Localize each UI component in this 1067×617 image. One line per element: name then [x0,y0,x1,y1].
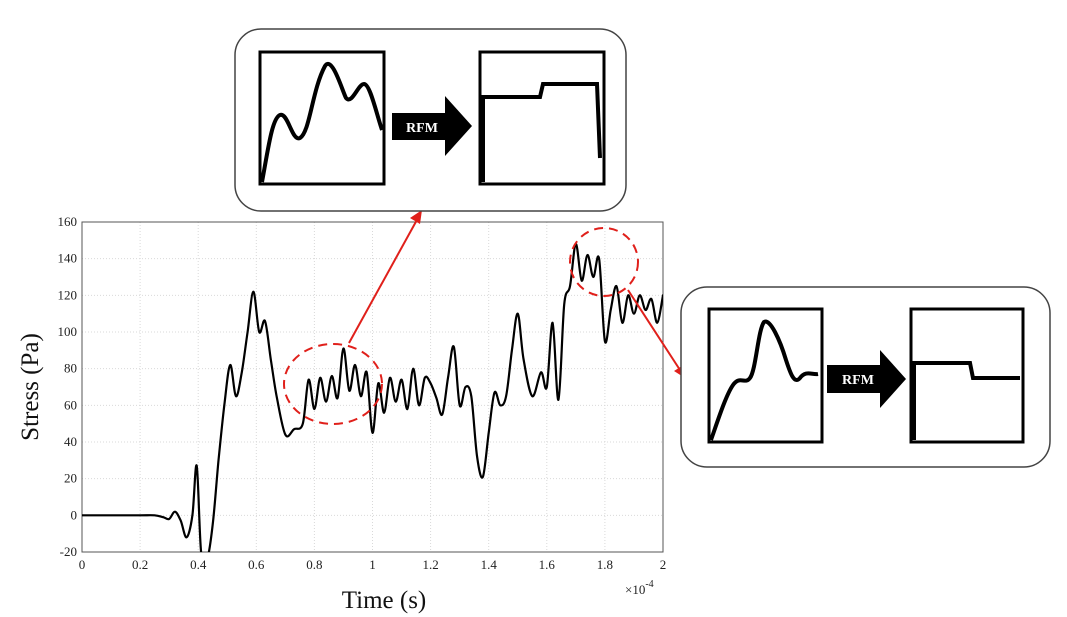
x-tick-labels: 0 0.2 0.4 0.6 0.8 1 1.2 1.4 1.6 1.8 2 [79,557,667,572]
inset-curve-original [260,61,384,183]
x-tick-label: 0.8 [306,557,322,572]
inset-panel-right: RFM [680,286,1051,468]
y-tick-label: 160 [58,214,78,229]
x-axis-title: Time (s) [342,587,427,614]
y-tick-label: 20 [64,471,77,486]
y-tick-label: 0 [71,507,78,522]
rfm-arrow-right [827,350,906,408]
inset-curve-original [709,319,819,441]
arrow-left-head [410,210,422,224]
x-tick-label: 0 [79,557,86,572]
inset-curve-rfm [912,361,1020,440]
y-tick-label: 100 [58,324,78,339]
x-tick-label: 1 [369,557,376,572]
x-tick-label: 1.4 [481,557,498,572]
y-axis-title: Stress (Pa) [17,333,44,441]
plot-area [81,221,664,553]
stress-series-line [82,242,663,552]
x-tick-label: 0.6 [248,557,265,572]
y-tick-label: 120 [58,287,78,302]
rfm-arrow-top [392,96,472,156]
y-tick-label: 40 [64,434,77,449]
arrow-left-line [348,217,419,344]
x-axis-exponent-base: ×10 [625,582,645,597]
x-axis-exponent-power: -4 [645,579,653,590]
x-tick-label: 1.6 [539,557,556,572]
inset-box-after [909,307,1025,444]
rfm-label-right: RFM [842,373,874,388]
y-tick-label: 60 [64,397,77,412]
x-tick-label: 2 [660,557,667,572]
x-tick-label: 1.8 [597,557,613,572]
x-tick-label: 0.4 [190,557,207,572]
x-tick-label: 1.2 [422,557,438,572]
y-tick-label: 140 [58,251,78,266]
inset-curve-rfm [481,82,602,182]
inset-box-after [478,50,606,186]
inset-panel-top: RFM [234,28,627,212]
arrow-right-line [627,289,681,371]
y-tick-label: -20 [60,544,77,559]
x-tick-label: 0.2 [132,557,148,572]
y-tick-labels: -20 0 20 40 60 80 100 120 140 160 [58,214,78,559]
inset-box-before [258,50,386,186]
rfm-label-top: RFM [406,121,438,136]
plot-frame [81,221,664,553]
highlight-circle-left [283,343,383,425]
highlight-circle-right [569,227,639,297]
x-axis-exponent: ×10-4 [625,579,654,597]
data-series [82,242,663,552]
y-tick-label: 80 [64,361,77,376]
